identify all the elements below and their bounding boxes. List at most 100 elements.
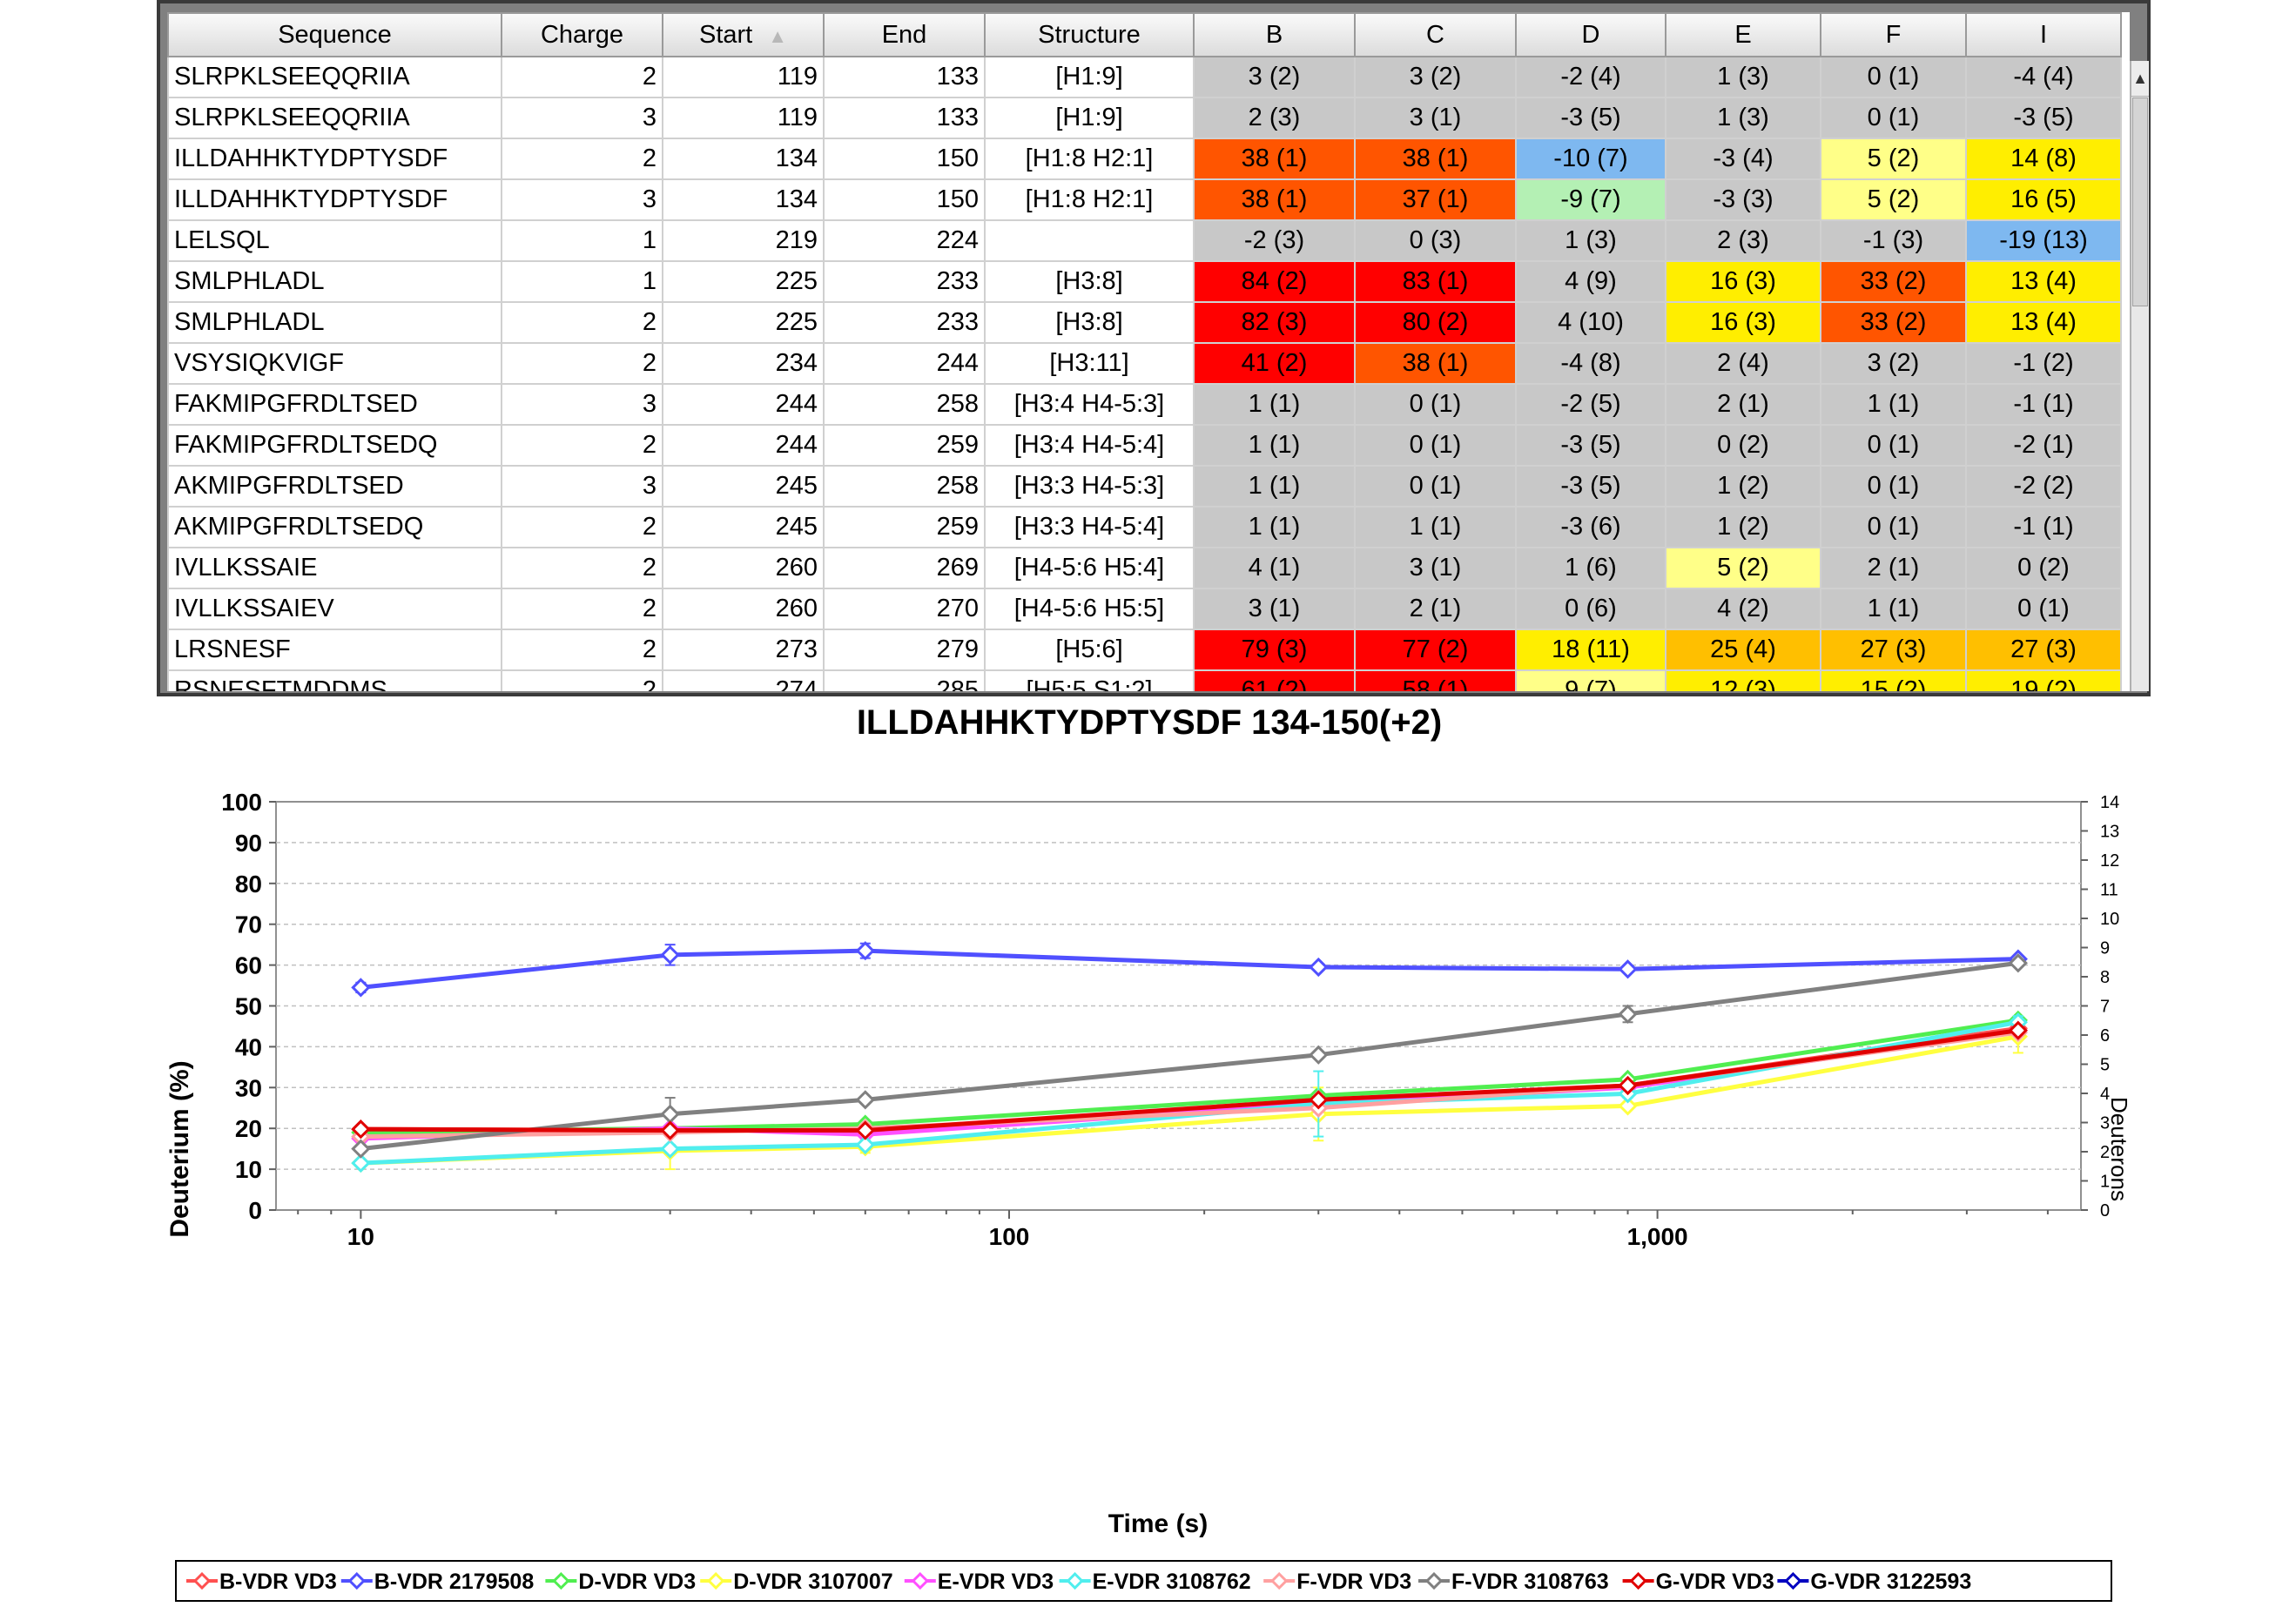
y-tick-label: 40 <box>235 1033 262 1060</box>
scroll-up-icon[interactable]: ▲ <box>2131 61 2149 97</box>
cell-value-d: -10 (7) <box>1515 138 1666 180</box>
x-tick-label: 10 <box>347 1223 374 1250</box>
data-point <box>660 1139 680 1159</box>
cell-value-d: 4 (10) <box>1515 301 1666 344</box>
col-header-i[interactable]: I <box>1965 12 2122 57</box>
legend-item[interactable]: E-VDR 3108762 <box>1059 1570 1251 1594</box>
legend-item[interactable]: B-VDR 2179508 <box>340 1570 535 1594</box>
cell-end: 285 <box>823 669 986 691</box>
cell-value-c: 38 (1) <box>1354 342 1517 385</box>
cell-value-b: 1 (1) <box>1193 506 1356 548</box>
cell-value-e: 5 (2) <box>1665 547 1821 589</box>
legend-item[interactable]: F-VDR 3108763 <box>1418 1570 1609 1594</box>
col-header-start[interactable]: Start ▲ <box>662 12 825 57</box>
col-header-end[interactable]: End <box>823 12 986 57</box>
cell-sequence: FAKMIPGFRDLTSEDQ <box>167 424 502 467</box>
y-axis-label: Deuterium (%) <box>165 1060 194 1237</box>
cell-value-f: 33 (2) <box>1820 260 1967 303</box>
cell-value-f: 5 (2) <box>1820 138 1967 180</box>
cell-value-e: 12 (3) <box>1665 669 1821 691</box>
col-header-sequence[interactable]: Sequence <box>167 12 502 57</box>
table-row[interactable]: IVLLKSSAIE 2 260 269 [H4-5:6 H5:4] 4 (1) 3 (1)… <box>167 547 2122 589</box>
table-row[interactable]: LELSQL 1 219 224 -2 (3) 0 (3) 1 (3) 2 (3) -1 (3)… <box>167 219 2122 262</box>
vertical-scrollbar[interactable]: ▲ <box>2130 61 2149 691</box>
table-row[interactable]: ILLDAHHKTYDPTYSDF 2 134 150 [H1:8 H2:1] 38 (1… <box>167 138 2122 180</box>
table-row[interactable]: SMLPHLADL 2 225 233 [H3:8] 82 (3) 80 (2) 4 (10)… <box>167 301 2122 344</box>
cell-end: 269 <box>823 547 986 589</box>
chart-legend: B-VDR VD3 B-VDR 2179508 D-VDR VD3 D-VDR 310… <box>175 1560 2112 1602</box>
legend-item[interactable]: E-VDR VD3 <box>904 1570 1054 1594</box>
cell-end: 270 <box>823 588 986 630</box>
cell-structure: [H1:9] <box>984 56 1195 98</box>
uptake-chart: ILLDAHHKTYDPTYSDF 134-150(+2) 0102030405… <box>157 696 2151 1607</box>
cell-value-d: -3 (5) <box>1515 97 1666 139</box>
legend-item[interactable]: G-VDR 3122593 <box>1777 1570 1971 1594</box>
cell-value-f: 0 (1) <box>1820 465 1967 508</box>
cell-sequence: AKMIPGFRDLTSEDQ <box>167 506 502 548</box>
y2-tick-label: 13 <box>2100 823 2119 842</box>
table-row[interactable]: IVLLKSSAIEV 2 260 270 [H4-5:6 H5:5] 3 (1) 2 (1… <box>167 588 2122 630</box>
table-row[interactable]: SLRPKLSEEQQRIIA 3 119 133 [H1:9] 2 (3) 3 (1) -3… <box>167 97 2122 139</box>
legend-marker <box>1270 1571 1289 1590</box>
y-tick-label: 10 <box>235 1156 262 1183</box>
y-tick-label: 30 <box>235 1074 262 1101</box>
cell-value-c: 1 (1) <box>1354 506 1517 548</box>
col-header-charge[interactable]: Charge <box>501 12 663 57</box>
cell-start: 244 <box>662 424 825 467</box>
table-row[interactable]: AKMIPGFRDLTSEDQ 2 245 259 [H3:3 H4-5:4] 1 (1)… <box>167 506 2122 548</box>
cell-value-e: -3 (4) <box>1665 138 1821 180</box>
cell-value-b: 1 (1) <box>1193 465 1356 508</box>
cell-structure: [H5:5 S1:2] <box>984 669 1195 691</box>
cell-structure: [H1:8 H2:1] <box>984 178 1195 221</box>
col-header-b[interactable]: B <box>1193 12 1356 57</box>
cell-value-c: 83 (1) <box>1354 260 1517 303</box>
y-tick-label: 90 <box>235 830 262 857</box>
cell-value-i: -1 (1) <box>1965 506 2122 548</box>
table-row[interactable]: SLRPKLSEEQQRIIA 2 119 133 [H1:9] 3 (2) 3 (2) -2… <box>167 56 2122 98</box>
cell-value-c: 2 (1) <box>1354 588 1517 630</box>
table-row[interactable]: SMLPHLADL 1 225 233 [H3:8] 84 (2) 83 (1) 4 (9) 1… <box>167 260 2122 303</box>
y-tick-label: 20 <box>235 1115 262 1142</box>
cell-value-i: 14 (8) <box>1965 138 2122 180</box>
data-point <box>1309 1090 1329 1110</box>
table-row[interactable]: FAKMIPGFRDLTSED 3 244 258 [H3:4 H4-5:3] 1 (1)… <box>167 383 2122 426</box>
cell-start: 219 <box>662 219 825 262</box>
legend-label: F-VDR VD3 <box>1296 1570 1411 1594</box>
cell-sequence: SMLPHLADL <box>167 260 502 303</box>
cell-charge: 1 <box>501 260 663 303</box>
cell-charge: 2 <box>501 424 663 467</box>
legend-item[interactable]: B-VDR VD3 <box>186 1570 337 1594</box>
legend-item[interactable]: F-VDR VD3 <box>1263 1570 1411 1594</box>
cell-start: 245 <box>662 506 825 548</box>
cell-value-f: 5 (2) <box>1820 178 1967 221</box>
table-row[interactable]: AKMIPGFRDLTSED 3 245 258 [H3:3 H4-5:3] 1 (1) 0… <box>167 465 2122 508</box>
y2-tick-label: 10 <box>2100 910 2119 929</box>
legend-item[interactable]: G-VDR VD3 <box>1622 1570 1774 1594</box>
table-row[interactable]: RSNESFTMDDMS 2 274 285 [H5:5 S1:2] 61 (2) 58 (… <box>167 669 2122 691</box>
cell-value-f: 0 (1) <box>1820 424 1967 467</box>
legend-marker <box>347 1571 366 1590</box>
data-point <box>1309 957 1329 978</box>
cell-start: 119 <box>662 97 825 139</box>
table-row[interactable]: VSYSIQKVIGF 2 234 244 [H3:11] 41 (2) 38 (1) -4 … <box>167 342 2122 385</box>
table-row[interactable]: ILLDAHHKTYDPTYSDF 3 134 150 [H1:8 H2:1] 38 (1… <box>167 178 2122 221</box>
cell-sequence: SLRPKLSEEQQRIIA <box>167 97 502 139</box>
col-header-e[interactable]: E <box>1665 12 1821 57</box>
cell-value-d: 4 (9) <box>1515 260 1666 303</box>
table-row[interactable]: FAKMIPGFRDLTSEDQ 2 244 259 [H3:4 H4-5:4] 1 (1… <box>167 424 2122 467</box>
legend-item[interactable]: D-VDR VD3 <box>545 1570 696 1594</box>
legend-item[interactable]: D-VDR 3107007 <box>700 1570 893 1594</box>
col-header-f[interactable]: F <box>1820 12 1967 57</box>
col-header-structure[interactable]: Structure <box>984 12 1195 57</box>
y-tick-label: 80 <box>235 871 262 898</box>
scroll-thumb[interactable] <box>2132 97 2148 306</box>
cell-value-i: 13 (4) <box>1965 260 2122 303</box>
table-row[interactable]: LRSNESF 2 273 279 [H5:6] 79 (3) 77 (2) 18 (11) 2… <box>167 629 2122 671</box>
cell-start: 245 <box>662 465 825 508</box>
col-header-c[interactable]: C <box>1354 12 1517 57</box>
chart-title: ILLDAHHKTYDPTYSDF 134-150(+2) <box>857 703 1442 742</box>
data-point <box>855 1120 875 1140</box>
cell-charge: 3 <box>501 178 663 221</box>
cell-value-e: 1 (2) <box>1665 465 1821 508</box>
col-header-d[interactable]: D <box>1515 12 1666 57</box>
